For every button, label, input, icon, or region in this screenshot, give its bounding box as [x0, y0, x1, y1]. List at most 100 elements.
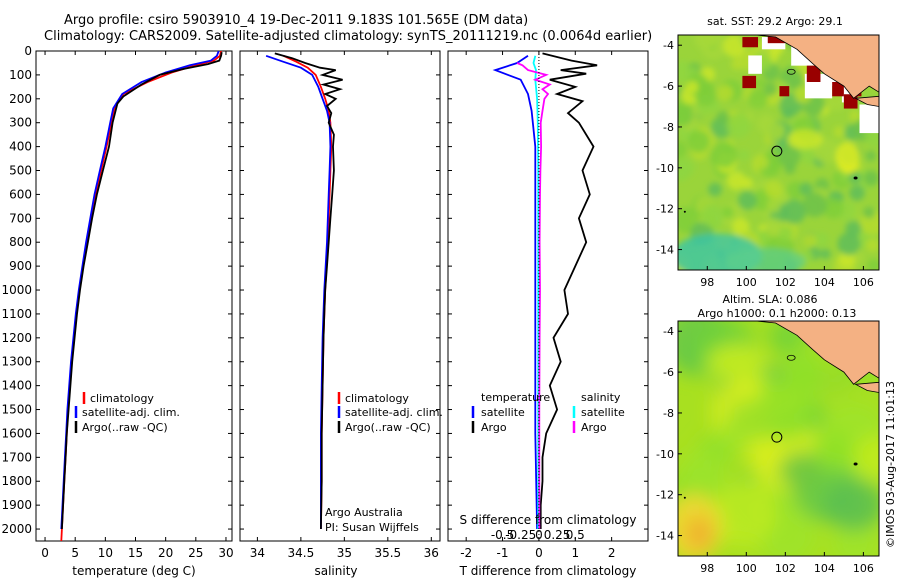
land-sumatra: [756, 35, 879, 99]
series-line-t-argo: [539, 52, 598, 529]
x-tick-label: 34.5: [288, 546, 315, 560]
field-patch: [678, 104, 691, 126]
field-patch: [764, 218, 784, 238]
y-tick-label: 2000: [1, 522, 32, 536]
temperature-legend: climatology satellite-adj. clim. Argo(..…: [74, 392, 180, 434]
x-tick-label: 5: [71, 546, 79, 560]
y-tick-label: 1000: [1, 283, 32, 297]
credit-line-1: Argo Australia: [325, 506, 403, 519]
field-patch: [685, 515, 714, 552]
field-patch: [797, 63, 808, 74]
salinity-legend: climatology satellite-adj. clim. Argo(..…: [337, 392, 443, 434]
x-tick-label: 98: [700, 276, 714, 289]
series-group: [492, 52, 598, 530]
field-patch: [837, 232, 861, 256]
field-patch: [778, 452, 823, 489]
y-tick-label: 1700: [1, 450, 32, 464]
land-java: [854, 381, 879, 393]
field-patch: [701, 204, 724, 228]
field-patch: [865, 238, 879, 252]
map-field: [678, 321, 879, 556]
legend-climatology: climatology: [90, 392, 154, 405]
y-tick-label: 1400: [1, 379, 32, 393]
x-tick-label: 104: [814, 276, 835, 289]
land-java: [854, 95, 879, 107]
hot-cell: [742, 37, 759, 48]
field-patch: [748, 88, 768, 109]
field-patch: [716, 110, 730, 124]
map-frame: [677, 320, 880, 557]
legend-s-satellite: satellite: [581, 406, 625, 419]
legend-satellite: satellite-adj. clim.: [345, 406, 443, 419]
y-tick-label: -6: [663, 366, 674, 379]
field-patch: [803, 233, 817, 248]
field-patch: [865, 150, 877, 162]
field-patch: [737, 190, 757, 210]
y-tick-label: 1300: [1, 355, 32, 369]
field-patch: [859, 210, 879, 236]
y-tick-label: 1800: [1, 474, 32, 488]
y-tick-label: -12: [656, 489, 674, 502]
x-tick-label: 102: [775, 562, 796, 575]
field-patch: [738, 149, 750, 161]
field-patch: [686, 80, 699, 94]
x-tick-label: 15: [128, 546, 143, 560]
t-difference-axis-label: T difference from climatology: [459, 564, 637, 578]
y-tick-label: 800: [9, 235, 32, 249]
y-tick-label: 1200: [1, 331, 32, 345]
temperature-panel: 0100200300400500600700800900100011001200…: [1, 44, 233, 560]
argo-position-marker: [771, 145, 783, 157]
y-tick-label: 1500: [1, 403, 32, 417]
y-tick-label: -4: [663, 39, 674, 52]
data-gap: [859, 104, 879, 134]
salinity-axis-label: salinity: [314, 564, 357, 578]
sst-map-panel: 98 100 102 104 106 -4 -6 -8 -10 -12 -14: [656, 34, 880, 289]
series-group: [265, 52, 344, 530]
x-tick-label: 102: [775, 276, 796, 289]
y-tick-label: -14: [656, 530, 674, 543]
field-patch: [833, 126, 846, 138]
field-patch: [678, 140, 687, 159]
series-line-argo: [61, 52, 223, 530]
x-tick-label: -2: [460, 546, 472, 560]
field-patch: [706, 343, 767, 380]
plot-frame: [35, 50, 233, 542]
field-patch: [764, 180, 783, 199]
y-tick-label: -12: [656, 203, 674, 216]
field-patch: [693, 35, 716, 49]
field-patch: [849, 185, 865, 201]
y-tick-label: -8: [663, 407, 674, 420]
x-tick-label: 25: [188, 546, 203, 560]
x-tick-label: 100: [736, 276, 757, 289]
s-difference-axis-label: S difference from climatology: [460, 513, 637, 527]
sla-map-panel: 98 100 102 104 106 -4 -6 -8 -10 -12 -14: [656, 320, 880, 575]
land-sumatra: [756, 321, 879, 385]
field-patch: [708, 182, 722, 197]
x-tick-label: 0: [535, 546, 543, 560]
field-patch: [786, 129, 823, 150]
island-christmas: [853, 462, 858, 466]
legend-argo: Argo(..raw -QC): [345, 421, 431, 434]
field-patch: [730, 58, 743, 70]
island-cocos: [683, 496, 686, 499]
field-patch: [721, 206, 734, 219]
x-tick-label: 0: [41, 546, 49, 560]
y-tick-label: 1100: [1, 307, 32, 321]
x-tick-label: 36: [424, 546, 439, 560]
island-christmas: [853, 176, 858, 180]
series-line-t-satellite: [492, 55, 538, 530]
legend-t-argo: Argo: [481, 421, 507, 434]
legend-s-argo: Argo: [581, 421, 607, 434]
field-patch: [822, 197, 844, 219]
series-line-s-satellite: [532, 55, 540, 529]
hot-cell: [742, 75, 757, 89]
y-tick-label: 400: [9, 140, 32, 154]
field-patch: [863, 170, 879, 186]
plot-frame: [447, 50, 649, 542]
y-tick-label: 100: [9, 68, 32, 82]
field-patch: [766, 198, 781, 213]
field-patch: [678, 159, 691, 182]
field-patch: [767, 122, 786, 141]
y-tick-label: 200: [9, 92, 32, 106]
field-patch: [726, 171, 746, 190]
